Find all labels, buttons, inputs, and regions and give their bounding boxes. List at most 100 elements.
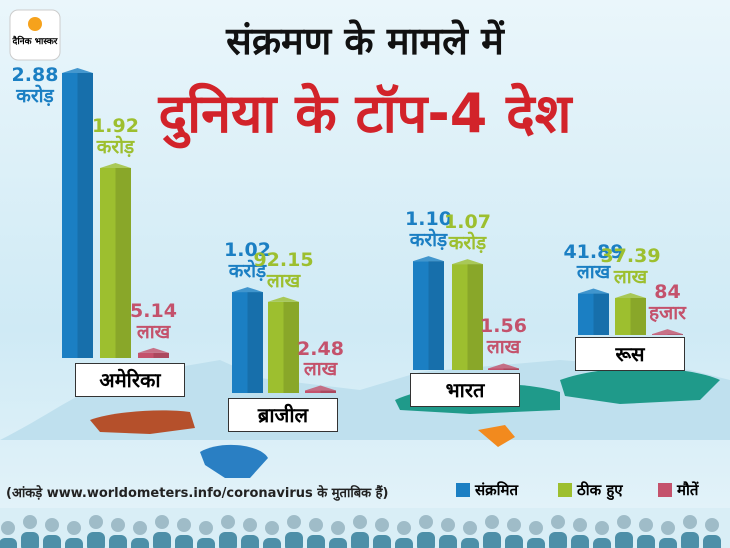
bar-cap bbox=[652, 329, 683, 335]
legend-item: ठीक हुए bbox=[558, 480, 623, 500]
crowd-head bbox=[353, 515, 367, 529]
usa-shape bbox=[90, 410, 195, 434]
crowd-head bbox=[331, 521, 345, 535]
bar-cap bbox=[268, 296, 299, 302]
crowd-body bbox=[703, 535, 721, 548]
crowd-body bbox=[549, 532, 567, 548]
crowd-head bbox=[287, 515, 301, 529]
source-note: (आंकड़े www.worldometers.info/coronaviru… bbox=[6, 486, 389, 501]
legend-swatch bbox=[456, 483, 470, 497]
crowd-body bbox=[483, 532, 501, 548]
bar-shade bbox=[247, 292, 263, 393]
bar bbox=[488, 368, 519, 370]
crowd-body bbox=[571, 535, 589, 548]
crowd-head bbox=[23, 515, 37, 529]
crowd-body bbox=[593, 538, 611, 548]
category-label: रूस bbox=[575, 337, 685, 371]
crowd-body bbox=[131, 538, 149, 548]
bar bbox=[268, 301, 299, 393]
chart-title: संक्रमण के मामले में bbox=[226, 19, 504, 63]
crowd-head bbox=[67, 521, 81, 535]
crowd-head bbox=[705, 518, 719, 532]
value-label: 84 हजार bbox=[649, 281, 686, 325]
logo-sun bbox=[28, 17, 42, 31]
legend-swatch bbox=[658, 483, 672, 497]
crowd-body bbox=[681, 532, 699, 548]
crowd-body bbox=[439, 535, 457, 548]
value-label: 5.14 लाख bbox=[130, 299, 177, 343]
crowd-head bbox=[397, 521, 411, 535]
legend-text: मौतें bbox=[677, 481, 699, 499]
bar-cap bbox=[305, 385, 336, 391]
crowd-body bbox=[65, 538, 83, 548]
bar-shade bbox=[630, 297, 646, 335]
crowd-head bbox=[133, 521, 147, 535]
crowd-head bbox=[551, 515, 565, 529]
bar-shade bbox=[153, 352, 169, 358]
crowd-body bbox=[153, 532, 171, 548]
bar bbox=[305, 390, 336, 393]
crowd-body bbox=[285, 532, 303, 548]
crowd-body bbox=[637, 535, 655, 548]
crowd-head bbox=[265, 521, 279, 535]
crowd-body bbox=[219, 532, 237, 548]
bar bbox=[232, 292, 263, 393]
crowd-body bbox=[197, 538, 215, 548]
category-label: भारत bbox=[410, 373, 520, 407]
bar-cap bbox=[615, 292, 646, 298]
bar bbox=[138, 352, 169, 358]
chart-subtitle: दुनिया के टॉप-4 देश bbox=[158, 82, 572, 145]
crowd-body bbox=[109, 535, 127, 548]
bar-cap bbox=[232, 287, 263, 293]
bar-shade bbox=[503, 368, 519, 370]
crowd-body bbox=[307, 535, 325, 548]
crowd-head bbox=[639, 518, 653, 532]
bar-shade bbox=[428, 261, 444, 370]
crowd-head bbox=[529, 521, 543, 535]
crowd-head bbox=[375, 518, 389, 532]
category-label: अमेरिका bbox=[75, 363, 185, 397]
bar bbox=[578, 293, 609, 335]
crowd-head bbox=[419, 515, 433, 529]
crowd-head bbox=[309, 518, 323, 532]
bar-shade bbox=[593, 293, 609, 335]
bar-shade bbox=[667, 334, 683, 335]
crowd-body bbox=[395, 538, 413, 548]
value-label: 41.89 लाख bbox=[563, 240, 624, 284]
crowd-head bbox=[441, 518, 455, 532]
bar-cap bbox=[488, 363, 519, 369]
crowd-head bbox=[243, 518, 257, 532]
bar-shade bbox=[77, 73, 93, 358]
bar bbox=[413, 261, 444, 370]
crowd-head bbox=[463, 521, 477, 535]
value-label: 1.02 करोड़ bbox=[224, 239, 271, 282]
value-label: 37.39 लाख bbox=[600, 244, 661, 288]
crowd-head bbox=[683, 515, 697, 529]
bar-shade bbox=[115, 168, 131, 358]
bar bbox=[452, 264, 483, 370]
bar-shade bbox=[467, 264, 483, 370]
bar-cap bbox=[62, 68, 93, 73]
value-label: 1.56 लाख bbox=[480, 315, 527, 359]
crowd-body bbox=[43, 535, 61, 548]
crowd-head bbox=[221, 515, 235, 529]
crowd-body bbox=[351, 532, 369, 548]
bar-cap bbox=[138, 347, 169, 353]
crowd-body bbox=[241, 535, 259, 548]
crowd-body bbox=[417, 532, 435, 548]
russia-shape bbox=[560, 367, 720, 404]
value-label: 1.07 करोड़ bbox=[444, 211, 491, 254]
india-shape bbox=[478, 425, 515, 447]
logo-text: दैनिक भास्कर bbox=[12, 35, 58, 47]
value-label: 1.92 करोड़ bbox=[92, 115, 139, 158]
bar-shade bbox=[283, 301, 299, 393]
value-label: 2.88 करोड़ bbox=[11, 64, 59, 107]
crowd-body bbox=[87, 532, 105, 548]
value-label: 2.48 लाख bbox=[297, 337, 344, 381]
value-label: 1.10 करोड़ bbox=[405, 208, 452, 252]
crowd-head bbox=[111, 518, 125, 532]
bar bbox=[615, 297, 646, 335]
crowd-head bbox=[177, 518, 191, 532]
crowd-body bbox=[175, 535, 193, 548]
